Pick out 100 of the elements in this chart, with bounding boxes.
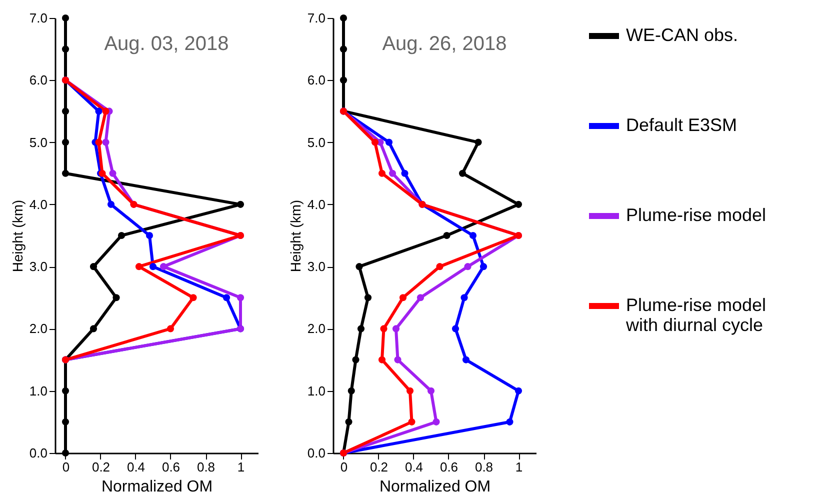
point: [464, 263, 472, 270]
x-tick-label: 0.2: [92, 460, 110, 474]
point: [480, 263, 488, 270]
point: [236, 294, 244, 302]
point: [401, 170, 408, 177]
point: [506, 418, 514, 426]
y-tick-label: 7.0: [29, 10, 48, 26]
point: [345, 418, 352, 426]
y-tick-label: 1.0: [29, 383, 48, 398]
x-tick-label: 0: [340, 460, 348, 474]
y-tick-label: 0.0: [29, 446, 48, 460]
point: [356, 263, 363, 270]
point: [432, 418, 440, 426]
point: [406, 387, 414, 394]
point: [107, 200, 115, 208]
x-tick-label: 0.6: [440, 460, 458, 474]
y-tick-label: 5.0: [307, 134, 326, 150]
point: [146, 232, 154, 240]
y-tick-label: 7.0: [307, 10, 326, 26]
point: [427, 387, 435, 394]
point: [62, 138, 70, 146]
point: [340, 46, 348, 53]
y-tick-label: 4.0: [307, 196, 326, 212]
x-tick-label: 1: [237, 460, 245, 474]
x-tick-label: 0: [62, 460, 70, 474]
x-axis-title: Normalized OM: [101, 478, 213, 496]
x-tick-label: 0.8: [474, 460, 494, 474]
point: [90, 325, 98, 332]
point: [95, 138, 102, 146]
point: [118, 232, 126, 240]
y-tick-label: 3.0: [307, 259, 326, 274]
point: [62, 170, 70, 177]
point: [340, 14, 348, 22]
point: [458, 170, 466, 177]
point: [452, 325, 460, 332]
y-tick-label: 1.0: [307, 383, 326, 398]
y-tick-label: 0.0: [307, 446, 326, 460]
point: [469, 232, 477, 240]
y-tick-label: 2.0: [307, 321, 326, 336]
x-tick-label: 0.8: [196, 460, 216, 474]
x-tick-label: 0.2: [370, 460, 388, 474]
legend-label: WE-CAN obs.: [626, 25, 738, 45]
point: [102, 138, 110, 146]
point: [443, 232, 450, 240]
x-tick-label: 0.4: [126, 460, 146, 474]
text: Aug. 26, 2018: [382, 33, 507, 55]
y-tick-label: 2.0: [29, 321, 48, 336]
point: [62, 418, 70, 426]
point: [62, 387, 70, 394]
point: [514, 387, 522, 394]
point: [348, 387, 355, 394]
point: [378, 170, 386, 177]
point: [352, 356, 360, 364]
point: [95, 108, 102, 115]
text: Aug. 03, 2018: [104, 33, 229, 55]
point: [462, 356, 470, 364]
y-tick-label: 6.0: [307, 72, 326, 88]
point: [408, 418, 416, 426]
legend-label: Default E3SM: [626, 115, 738, 135]
x-tick-label: 0.6: [162, 460, 180, 474]
y-tick-label: 3.0: [29, 259, 48, 274]
point: [474, 138, 482, 146]
point: [149, 263, 157, 270]
point: [62, 108, 70, 115]
point: [364, 294, 372, 302]
point: [357, 325, 365, 332]
point: [236, 200, 244, 208]
point: [436, 263, 444, 270]
point: [388, 170, 396, 177]
y-axis-title: Height (km): [287, 200, 304, 272]
point: [190, 294, 197, 302]
point: [222, 294, 230, 302]
x-tick-label: 0.4: [404, 460, 424, 474]
y-tick-label: 5.0: [29, 134, 48, 150]
y-axis-title: Height (km): [9, 200, 26, 272]
point: [62, 46, 70, 53]
point: [62, 14, 70, 22]
point: [340, 76, 348, 84]
point: [378, 356, 386, 364]
y-tick-label: 6.0: [29, 72, 48, 88]
point: [62, 449, 70, 457]
point: [394, 356, 402, 364]
x-tick-label: 1: [515, 460, 523, 474]
point: [392, 325, 400, 332]
point: [166, 325, 174, 332]
point: [380, 325, 388, 332]
point: [112, 294, 120, 302]
point: [135, 263, 143, 270]
point: [460, 294, 468, 302]
point: [90, 263, 98, 270]
point: [399, 294, 407, 302]
y-tick-label: 4.0: [29, 196, 48, 212]
point: [109, 170, 116, 177]
point: [102, 108, 110, 115]
x-axis-title: Normalized OM: [379, 478, 491, 496]
point: [371, 138, 379, 146]
point: [514, 200, 522, 208]
legend-label: Plume-rise model: [626, 205, 766, 225]
point: [416, 294, 424, 302]
legend-label: Plume-rise model with diurnal cycle: [625, 295, 766, 335]
